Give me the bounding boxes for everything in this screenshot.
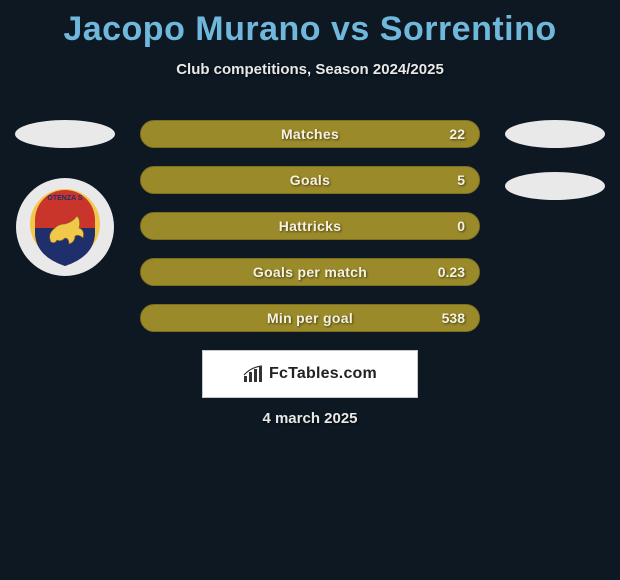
player-left-slot-1: [15, 120, 115, 148]
stats-bars: Matches 22 Goals 5 Hattricks 0 Goals per…: [140, 120, 480, 332]
bar-value: 5: [457, 172, 465, 188]
potenza-crest-icon: OTENZA S: [29, 184, 101, 270]
bar-label: Goals: [290, 172, 330, 188]
bar-value: 22: [449, 126, 465, 142]
bar-value: 538: [442, 310, 465, 326]
bar-label: Hattricks: [279, 218, 342, 234]
bar-label: Min per goal: [267, 310, 353, 326]
brand-box[interactable]: FcTables.com: [202, 350, 418, 398]
bar-label: Goals per match: [253, 264, 367, 280]
subtitle: Club competitions, Season 2024/2025: [0, 61, 620, 78]
bar-min-per-goal: Min per goal 538: [140, 304, 480, 332]
right-column: [500, 120, 610, 200]
date-label: 4 march 2025: [0, 410, 620, 427]
bars-chart-icon: [243, 365, 265, 383]
player-right-slot-1: [505, 120, 605, 148]
bar-goals: Goals 5: [140, 166, 480, 194]
player-right-slot-2: [505, 172, 605, 200]
bar-goals-per-match: Goals per match 0.23: [140, 258, 480, 286]
bar-hattricks: Hattricks 0: [140, 212, 480, 240]
bar-matches: Matches 22: [140, 120, 480, 148]
svg-text:OTENZA S: OTENZA S: [47, 195, 82, 202]
brand-text: FcTables.com: [269, 365, 377, 383]
left-column: OTENZA S: [10, 120, 120, 276]
bar-value: 0.23: [438, 264, 465, 280]
club-crest-left: OTENZA S: [16, 178, 114, 276]
page-title: Jacopo Murano vs Sorrentino: [0, 0, 620, 49]
bar-value: 0: [457, 218, 465, 234]
bar-label: Matches: [281, 126, 339, 142]
